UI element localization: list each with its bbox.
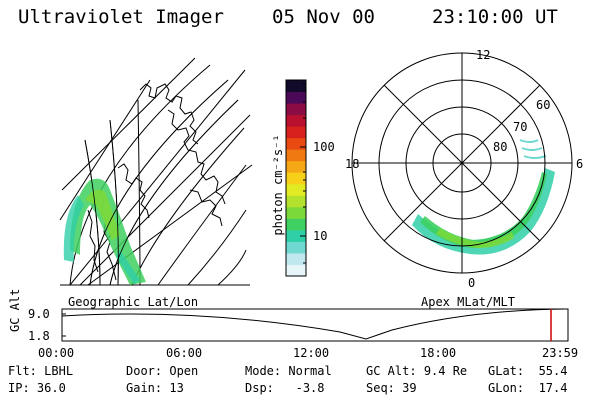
colorbar-cell <box>286 114 306 127</box>
info-gc-alt-value: 9.4 Re <box>423 364 468 378</box>
geo-aurora <box>63 178 146 285</box>
altitude-xtick-4: 23:59 <box>542 346 579 360</box>
info-gc-alt: GC Alt: 9.4 Re <box>366 364 468 378</box>
lat-label-80: 80 <box>493 140 508 154</box>
info-flt-value: LBHL <box>44 364 74 378</box>
altitude-curve <box>61 308 567 340</box>
info-glon-value: 17.4 <box>538 381 568 395</box>
colorbar-label-100: 100 <box>313 140 335 154</box>
info-door-value: Open <box>169 364 199 378</box>
colorbar-cell <box>286 172 306 185</box>
info-door: Door: Open <box>126 364 199 378</box>
colorbar-cell <box>286 91 306 104</box>
mlt-label-left: 18 <box>345 157 360 171</box>
colorbar-frame <box>285 79 307 277</box>
header-date: 05 Nov 00 <box>272 6 375 28</box>
info-mode: Mode: Normal <box>245 364 332 378</box>
lat-label-70: 70 <box>513 120 528 134</box>
colorbar-cell <box>286 160 306 173</box>
altitude-ytick-high: 9.0 <box>28 307 50 321</box>
info-glon: GLon: 17.4 <box>488 381 568 395</box>
info-glat-value: 55.4 <box>538 364 568 378</box>
colorbar-cell <box>286 195 306 208</box>
geo-grid-overlay <box>84 79 239 286</box>
altitude-xtick-3: 18:00 <box>420 346 457 360</box>
info-dsp: Dsp: -3.8 <box>245 381 325 395</box>
colorbar-cell <box>286 149 306 162</box>
colorbar-cell <box>286 80 306 93</box>
altitude-ytick-low: 1.8 <box>28 329 50 343</box>
colorbar-cell <box>286 218 306 231</box>
info-seq: Seq: 39 <box>366 381 417 395</box>
altitude-ylabel: GC Alt <box>8 288 22 332</box>
mlt-label-bottom: 0 <box>468 276 476 290</box>
mlt-label-top: 12 <box>476 48 491 62</box>
colorbar-cell <box>286 206 306 219</box>
header-time: 23:10:00 UT <box>432 6 558 28</box>
lat-label-60: 60 <box>536 98 551 112</box>
altitude-xtick-1: 06:00 <box>166 346 203 360</box>
colorbar-cell <box>286 252 306 265</box>
polar-aurora <box>412 139 555 255</box>
mlt-label-right: 6 <box>576 157 584 171</box>
altitude-plot-frame <box>61 308 569 342</box>
colorbar-cell <box>286 103 306 116</box>
colorbar-cells <box>286 80 306 277</box>
colorbar-cell <box>286 241 306 254</box>
polar-map-caption: Apex MLat/MLT <box>421 295 515 309</box>
colorbar-minor-ticks <box>303 83 306 264</box>
colorbar-cell <box>286 229 306 242</box>
colorbar-cell <box>286 183 306 196</box>
info-seq-value: 39 <box>402 381 417 395</box>
info-dsp-value: -3.8 <box>295 381 325 395</box>
polar-grid <box>351 52 573 274</box>
geo-map-caption: Geographic Lat/Lon <box>68 295 199 309</box>
info-flt: Flt: LBHL <box>8 364 74 378</box>
info-gain-value: 13 <box>169 381 184 395</box>
colorbar-label-10: 10 <box>313 229 328 243</box>
colorbar-cell <box>286 126 306 139</box>
info-mode-value: Normal <box>288 364 332 378</box>
info-ip-value: 36.0 <box>36 381 66 395</box>
altitude-xtick-0: 00:00 <box>38 346 75 360</box>
instrument-title: Ultraviolet Imager <box>18 6 224 28</box>
info-glat: GLat: 55.4 <box>488 364 568 378</box>
altitude-xtick-2: 12:00 <box>293 346 330 360</box>
info-ip: IP: 36.0 <box>8 381 66 395</box>
info-gain: Gain: 13 <box>126 381 184 395</box>
colorbar-cell <box>286 264 306 277</box>
